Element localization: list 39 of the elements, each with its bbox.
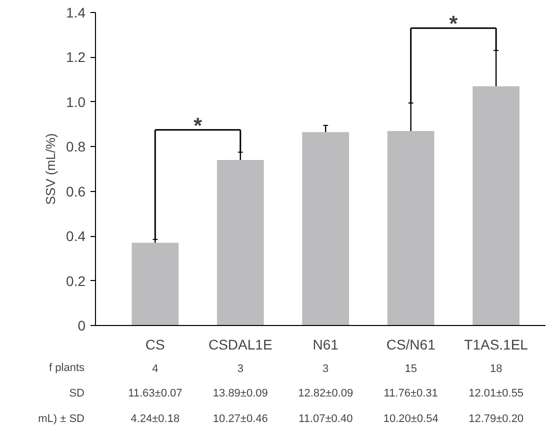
text: 12.82±0.09 xyxy=(298,388,354,400)
text: 3 xyxy=(322,363,329,376)
text: f plants xyxy=(49,362,85,374)
y-tick-label: 0.6 xyxy=(66,183,86,200)
bar xyxy=(387,130,434,326)
y-tick-label: 0.4 xyxy=(66,228,86,244)
text: 4.24±0.18 xyxy=(130,412,180,425)
y-axis-title: SSV (mL/%) xyxy=(43,133,58,205)
y-tick-label: 1.0 xyxy=(66,94,86,110)
bar xyxy=(302,132,350,326)
text: 12.01±0.55 xyxy=(468,388,524,400)
text: mL) ± SD xyxy=(38,412,85,425)
text: 15 xyxy=(404,363,417,376)
text: 3 xyxy=(237,363,244,376)
bar xyxy=(132,242,179,326)
y-tick-label: 0.2 xyxy=(66,272,86,289)
y-tick-label: 0.8 xyxy=(66,138,86,155)
text: 18 xyxy=(490,363,502,376)
text: SD xyxy=(69,388,85,400)
y-tick-label: 1.4 xyxy=(66,4,86,20)
bar xyxy=(216,160,264,326)
x-tick-label: CSDAL1E xyxy=(208,336,272,352)
text: 4 xyxy=(152,363,158,376)
text: 10.20±0.54 xyxy=(383,412,438,425)
y-tick-label: 1.2 xyxy=(66,49,86,66)
text: 13.89±0.09 xyxy=(212,388,268,400)
x-tick-label: CS/N61 xyxy=(386,336,436,352)
annotation: * xyxy=(193,112,202,138)
text: 12.79±0.20 xyxy=(468,412,524,425)
x-tick-label: T1AS.1EL xyxy=(464,336,528,352)
text: 10.27±0.46 xyxy=(212,412,268,425)
annotation: * xyxy=(449,11,458,36)
text: 11.63±0.07 xyxy=(128,388,182,400)
text: 11.76±0.31 xyxy=(384,388,438,400)
text: 11.07±0.40 xyxy=(298,412,353,425)
bar xyxy=(472,86,520,326)
x-tick-label: CS xyxy=(145,336,165,352)
y-tick-label: 0 xyxy=(78,318,86,334)
x-tick-label: N61 xyxy=(312,336,339,352)
